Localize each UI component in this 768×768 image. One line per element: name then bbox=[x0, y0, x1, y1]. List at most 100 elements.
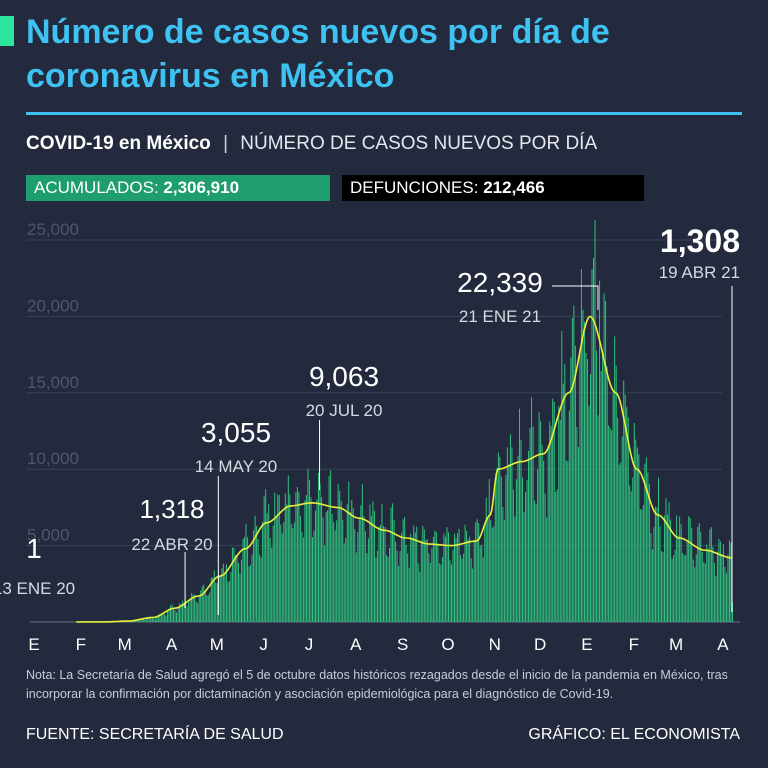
daily-case-bar bbox=[144, 619, 146, 622]
daily-case-bar bbox=[458, 528, 460, 622]
daily-case-bar bbox=[558, 406, 560, 622]
acumulados-value: 2,306,910 bbox=[163, 178, 240, 197]
daily-case-bar bbox=[420, 540, 422, 622]
daily-case-bar bbox=[351, 499, 353, 622]
y-tick-label: 20,000 bbox=[27, 296, 79, 315]
daily-case-bar bbox=[414, 532, 416, 622]
daily-case-bar bbox=[570, 357, 572, 622]
daily-case-bar bbox=[596, 350, 598, 622]
daily-case-bar bbox=[576, 427, 578, 622]
x-month-label: O bbox=[441, 635, 454, 654]
daily-case-bar bbox=[657, 477, 659, 622]
page-title: Número de casos nuevos por día de corona… bbox=[26, 13, 610, 95]
daily-case-bar bbox=[706, 544, 708, 622]
daily-case-bar bbox=[242, 539, 244, 622]
daily-case-bar bbox=[251, 554, 253, 622]
daily-case-bar bbox=[450, 564, 452, 622]
daily-case-bar bbox=[523, 511, 525, 622]
daily-case-bar bbox=[277, 494, 279, 622]
daily-case-bar bbox=[648, 484, 650, 622]
daily-case-bar bbox=[565, 460, 567, 622]
daily-case-bar bbox=[343, 543, 345, 622]
daily-case-bar bbox=[608, 425, 610, 622]
daily-case-bar bbox=[165, 615, 167, 622]
daily-case-bar bbox=[373, 510, 375, 622]
daily-case-bar bbox=[304, 500, 306, 622]
daily-case-bar bbox=[247, 537, 249, 622]
daily-case-bar bbox=[715, 576, 717, 622]
daily-case-bar bbox=[518, 408, 520, 622]
daily-case-bar bbox=[366, 553, 368, 622]
daily-case-bar bbox=[645, 457, 647, 622]
daily-case-bar bbox=[197, 603, 199, 622]
daily-case-bar bbox=[621, 436, 623, 622]
daily-case-bar bbox=[443, 533, 445, 622]
daily-case-bar bbox=[358, 517, 360, 622]
daily-case-bar bbox=[665, 498, 667, 622]
daily-case-bar bbox=[449, 560, 451, 622]
daily-case-bar bbox=[268, 504, 270, 622]
daily-case-bar bbox=[325, 511, 327, 622]
daily-case-bar bbox=[712, 546, 714, 622]
daily-case-bar bbox=[287, 475, 289, 622]
daily-case-bar bbox=[145, 617, 147, 622]
daily-case-bar bbox=[654, 506, 656, 622]
daily-case-bar bbox=[704, 563, 706, 622]
daily-case-bar bbox=[299, 516, 301, 622]
daily-case-bar bbox=[716, 551, 718, 622]
daily-case-bar bbox=[718, 538, 720, 622]
daily-case-bar bbox=[370, 516, 372, 622]
daily-case-bar bbox=[682, 553, 684, 622]
daily-case-bar bbox=[582, 309, 584, 622]
daily-case-bar bbox=[219, 575, 221, 622]
x-month-label: J bbox=[259, 635, 268, 654]
daily-case-bar bbox=[618, 464, 620, 622]
daily-case-bar bbox=[283, 522, 285, 622]
daily-case-bar bbox=[472, 568, 474, 622]
daily-case-bar bbox=[302, 537, 304, 622]
daily-case-bar bbox=[318, 472, 320, 622]
daily-case-bar bbox=[250, 565, 252, 622]
daily-case-bar bbox=[580, 269, 582, 622]
daily-case-bar bbox=[346, 504, 348, 622]
daily-case-bar bbox=[668, 502, 670, 622]
daily-case-bar bbox=[444, 536, 446, 622]
title-accent-bar bbox=[0, 16, 14, 46]
daily-case-bar bbox=[457, 533, 459, 622]
daily-case-bar bbox=[515, 479, 517, 622]
daily-case-bar bbox=[692, 559, 694, 622]
x-month-label: S bbox=[397, 635, 408, 654]
daily-case-bar bbox=[429, 562, 431, 622]
daily-case-bar bbox=[280, 524, 282, 622]
daily-case-bar bbox=[198, 595, 200, 622]
daily-case-bar bbox=[428, 553, 430, 622]
daily-case-bar bbox=[707, 548, 709, 622]
daily-case-bar bbox=[240, 559, 242, 622]
daily-case-bar bbox=[520, 440, 522, 622]
annotation-value-label: 3,055 bbox=[201, 417, 271, 448]
daily-case-bar bbox=[271, 547, 273, 622]
daily-case-bar bbox=[695, 554, 697, 622]
daily-case-bar bbox=[447, 532, 449, 622]
daily-case-bar bbox=[730, 542, 732, 622]
daily-case-bar bbox=[562, 383, 564, 622]
daily-case-bar bbox=[203, 584, 205, 622]
daily-case-bar bbox=[265, 489, 267, 622]
daily-case-bar bbox=[683, 555, 685, 622]
daily-case-bar bbox=[499, 456, 501, 622]
x-month-label: D bbox=[534, 635, 546, 654]
annotation-date-label: 14 MAY 20 bbox=[195, 457, 278, 476]
daily-case-bar bbox=[698, 523, 700, 622]
daily-case-bar bbox=[547, 445, 549, 622]
daily-case-bar bbox=[413, 525, 415, 622]
daily-case-bar bbox=[410, 533, 412, 622]
daily-case-bar bbox=[138, 619, 140, 622]
daily-case-bar bbox=[511, 447, 513, 622]
daily-case-bar bbox=[228, 581, 230, 622]
daily-case-bar bbox=[583, 321, 585, 622]
daily-case-bar bbox=[222, 563, 224, 622]
daily-case-bar bbox=[395, 541, 397, 622]
daily-case-bar bbox=[259, 554, 261, 622]
daily-case-bar bbox=[612, 392, 614, 622]
daily-case-bar bbox=[579, 348, 581, 622]
